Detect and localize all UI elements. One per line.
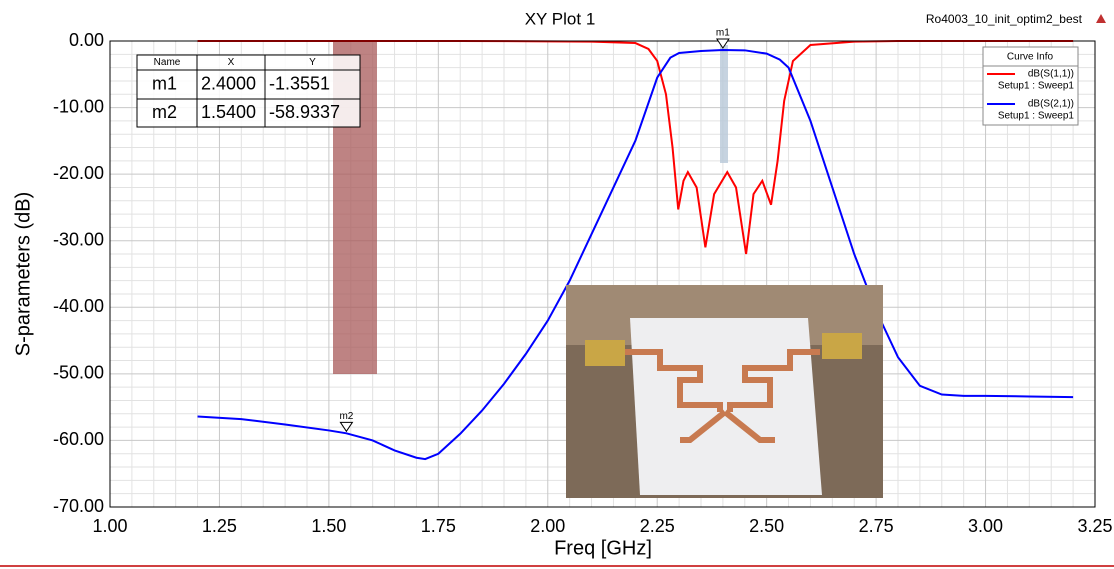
x-axis-label: Freq [GHz] <box>554 537 652 559</box>
x-tick-label: 2.75 <box>859 516 894 536</box>
x-tick-label: 1.50 <box>311 516 346 536</box>
table-cell: 1.5400 <box>201 102 256 122</box>
table-cell: -58.9337 <box>269 102 340 122</box>
legend-box <box>982 46 1079 126</box>
y-tick-label: -50.00 <box>53 363 104 383</box>
marker-band <box>720 45 728 163</box>
chart-title: XY Plot 1 <box>525 9 596 28</box>
legend-label: dB(S(2,1)) <box>1028 99 1074 110</box>
marker-label: m2 <box>339 411 353 422</box>
y-axis-label: S-parameters (dB) <box>12 192 34 357</box>
legend-label: dB(S(1,1)) <box>1028 69 1074 80</box>
marker-triangle <box>715 38 730 49</box>
curves <box>197 40 1074 461</box>
expand-icon[interactable] <box>1096 14 1106 23</box>
photo <box>566 285 883 498</box>
x-tick-label: 2.50 <box>749 516 784 536</box>
y-tick-label: -70.00 <box>53 496 104 516</box>
connector-left <box>585 340 625 366</box>
x-tick-label: 2.25 <box>640 516 675 536</box>
x-tick-label: 1.00 <box>92 516 127 536</box>
legend-setup: Setup1 : Sweep1 <box>998 81 1075 92</box>
y-tick-label: -10.00 <box>53 96 104 116</box>
table-cell: 2.4000 <box>201 73 256 93</box>
y-tick-label: 0.00 <box>69 30 104 50</box>
trace-bottom <box>680 409 775 443</box>
series-line <box>197 49 1074 461</box>
y-tick-label: -60.00 <box>53 429 104 449</box>
marker-label: m1 <box>716 28 730 39</box>
y-tick-label: -20.00 <box>53 163 104 183</box>
table-cell: -1.3551 <box>269 73 330 93</box>
legend-setup: Setup1 : Sweep1 <box>998 111 1075 122</box>
plot-frame <box>109 40 1096 508</box>
table-header: X <box>228 57 235 68</box>
table-cell: m1 <box>152 73 177 93</box>
trace-left <box>620 349 723 412</box>
x-tick-label: 1.25 <box>202 516 237 536</box>
table-header: Y <box>309 57 316 68</box>
design-name: Ro4003_10_init_optim2_best <box>926 12 1083 26</box>
y-tick-label: -40.00 <box>53 296 104 316</box>
trace-right <box>727 349 820 412</box>
x-tick-label: 3.25 <box>1077 516 1112 536</box>
pcb-board <box>630 318 822 495</box>
x-tick-label: 1.75 <box>421 516 456 536</box>
ticks: 1.00 1.25 1.50 1.75 2.00 2.25 2.50 2.75 3.00 3.25… <box>53 30 1113 536</box>
connector-right <box>822 333 862 359</box>
pcb-traces <box>620 349 820 443</box>
table-box <box>136 54 361 128</box>
table-header: Name <box>154 57 181 68</box>
marker-triangle <box>339 421 354 433</box>
y-tick-label: -30.00 <box>53 229 104 249</box>
x-tick-label: 3.00 <box>968 516 1003 536</box>
table-cell: m2 <box>152 102 177 122</box>
markers: m1 m2 <box>339 28 730 433</box>
series-line <box>197 40 1074 255</box>
legend-title: Curve Info <box>1007 52 1054 63</box>
x-tick-label: 2.00 <box>530 516 565 536</box>
marker-table: Name X Ym1 2.4000 -1.3551 m2 1.5400 -58.9337 <box>136 54 361 128</box>
